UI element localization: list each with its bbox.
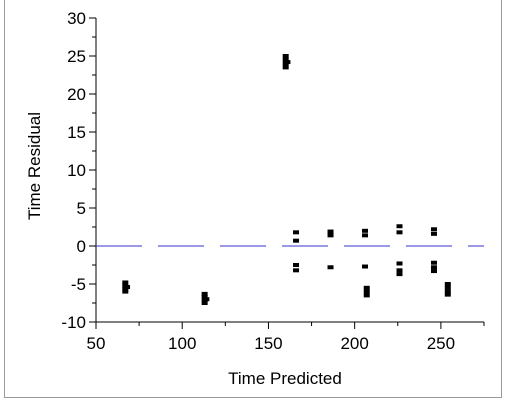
data-point	[293, 238, 300, 243]
y-tick-label: 30	[67, 9, 86, 28]
data-point	[293, 230, 300, 235]
y-tick-label: 20	[67, 85, 86, 104]
y-tick-label: 25	[67, 47, 86, 66]
data-point	[430, 227, 437, 232]
y-tick-label: -10	[61, 313, 86, 332]
data-point	[293, 268, 300, 273]
y-tick-label: 10	[67, 161, 86, 180]
data-point	[293, 263, 300, 267]
data-point	[201, 294, 208, 299]
data-point	[362, 233, 369, 238]
data-points	[122, 54, 451, 305]
data-point	[203, 297, 210, 302]
data-point	[201, 301, 208, 305]
data-point	[282, 57, 289, 62]
data-point	[284, 60, 291, 65]
x-tick-label: 250	[427, 334, 455, 353]
x-tick-label: 50	[87, 334, 106, 353]
data-point	[363, 293, 370, 298]
data-point	[282, 54, 289, 58]
data-point	[363, 285, 370, 290]
data-point	[396, 230, 403, 235]
data-point	[327, 229, 334, 234]
data-point	[363, 289, 370, 294]
data-point	[124, 285, 131, 290]
chart-frame	[4, 0, 502, 398]
data-point	[430, 269, 437, 274]
data-point	[282, 65, 289, 70]
y-axis-label: Time Residual	[25, 112, 44, 220]
data-point	[444, 292, 451, 297]
x-axis: 50 100 150 200 250	[87, 321, 485, 353]
data-point	[122, 280, 129, 285]
y-tick-label: 5	[77, 199, 86, 218]
data-point	[444, 289, 451, 294]
data-point	[327, 265, 334, 270]
x-axis-label: Time Predicted	[228, 369, 342, 388]
y-tick-label: 0	[77, 237, 86, 256]
data-point	[396, 224, 403, 229]
data-point	[201, 291, 208, 296]
data-point	[444, 282, 451, 286]
y-axis: 30 25 20 15 10 5 0 -5 -10	[61, 9, 97, 332]
data-point	[396, 261, 403, 266]
data-point	[362, 228, 369, 233]
data-point	[396, 268, 403, 273]
data-point	[430, 265, 437, 270]
data-point	[396, 272, 403, 277]
y-tick-label: -5	[71, 275, 86, 294]
x-tick-label: 200	[340, 334, 368, 353]
x-tick-label: 100	[168, 334, 196, 353]
data-point	[430, 231, 437, 236]
data-point	[430, 260, 437, 265]
x-tick-label: 150	[254, 334, 282, 353]
data-point	[327, 233, 334, 238]
data-point	[362, 264, 369, 269]
y-tick-label: 15	[67, 123, 86, 142]
data-point	[122, 289, 129, 294]
data-point	[444, 285, 451, 290]
